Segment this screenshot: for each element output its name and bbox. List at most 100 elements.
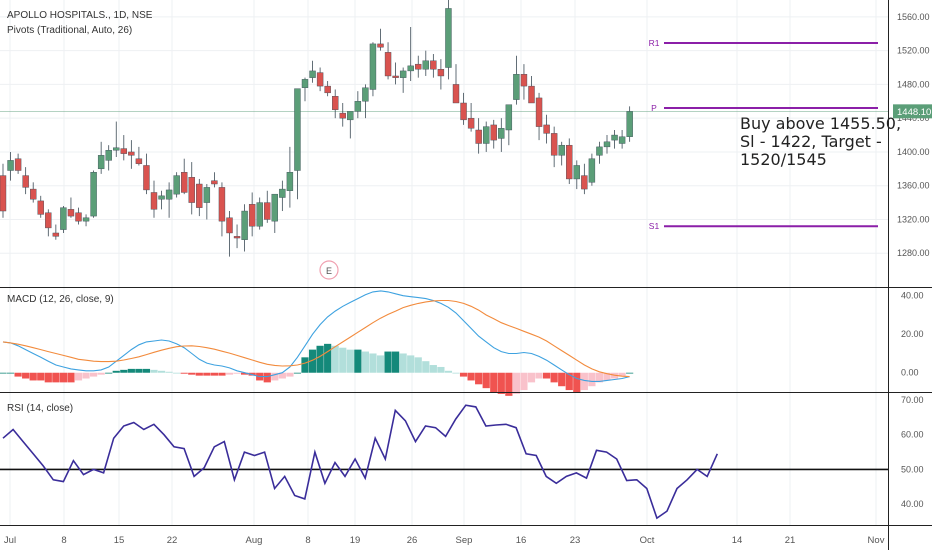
macd-histogram-bar [422,361,430,373]
candle [460,92,467,125]
candle [415,55,422,78]
candle-body [97,155,105,170]
rsi-line [2,404,719,520]
macd-histogram-bar [505,372,513,396]
earnings-marker-label: E [326,266,332,276]
candle-body [415,63,422,70]
candle-body [513,74,520,100]
macd-histogram-bar [459,372,468,377]
annotation-line-1: Buy above 1455.50, [740,114,901,133]
candle [128,140,135,169]
candle [437,59,445,90]
candle [566,138,573,185]
price-axis-tick: 1400.00 [897,147,930,157]
candle-body [180,171,188,193]
macd-histogram-bar [22,372,30,379]
macd-histogram-bar [324,343,332,373]
candle [14,153,22,174]
price-candles[interactable] [0,0,633,257]
candle [520,64,528,100]
candle-body [264,202,271,220]
candle-body [90,171,97,217]
macd-histogram-bar [475,372,483,385]
candle [113,121,120,158]
candle-body [558,144,565,156]
candle-body [475,129,482,144]
candle [452,64,460,104]
candle-body [354,101,362,112]
candle [82,214,90,227]
candle-body [0,175,7,212]
price-axis-tick: 1480.00 [897,79,930,89]
candle [90,170,97,218]
macd-histogram-bar [127,368,135,373]
candle-body [173,175,180,195]
candle-body [128,151,135,156]
candle-body [483,126,490,144]
macd-histogram-bar [535,372,543,379]
candle-body [120,148,128,154]
macd-histogram-bar [142,368,151,373]
candle-body [332,96,339,110]
macd-histogram-bar [97,372,105,375]
macd-histogram-bar [316,345,324,373]
time-axis-tick: 26 [407,535,418,546]
macd-histogram-bar [210,372,218,376]
candle-body [467,117,475,129]
candle-body [67,209,75,217]
macd-histogram-bar [29,372,37,381]
candle-body [301,79,309,88]
macd-histogram-bar [120,369,128,373]
macd-histogram-bar [603,372,611,381]
macd-histogram-bar [278,372,286,379]
time-axis-tick: Jul [4,535,16,546]
candle [52,224,60,240]
candle-body [233,236,241,239]
candle [97,141,105,174]
macd-histogram-bar [271,372,279,381]
macd-histogram-bar [512,372,520,394]
candle-body [626,111,633,137]
macd-histogram-bar [301,357,309,373]
time-axis-tick: 23 [570,535,581,546]
price-axis-tick: 1280.00 [897,248,930,258]
macd-histogram-bar [74,372,83,381]
candle [301,77,309,102]
candle [407,27,414,82]
macd-histogram-bar [150,369,158,373]
candle-body [392,75,399,78]
candle-body [37,200,44,215]
macd-line [2,290,630,382]
candle-body [165,189,173,200]
candle-body [445,8,452,68]
symbol-title: APOLLO HOSPITALS., 1D, NSE [7,10,153,21]
macd-histogram-bar [595,372,604,383]
candle-body [60,207,67,230]
candle [467,102,475,132]
candle [67,197,75,218]
candle [626,106,633,142]
macd-histogram-bar [346,349,354,373]
pivot-lines: R1 P S1 [649,38,878,231]
macd-histogram-bar [263,372,271,383]
candle-body [203,187,211,203]
macd-histogram-bar [339,347,347,373]
rsi-title: RSI (14, close) [7,403,73,414]
candle-body [309,70,316,78]
macd-histogram-bar [165,371,173,373]
earnings-marker[interactable]: E [319,260,339,280]
last-price-tag: 1448.10 [893,104,932,119]
macd-histogram-bar [52,372,60,383]
candle-body [113,147,120,151]
candle-body [369,43,377,90]
macd-histogram-bar [407,355,415,373]
time-axis-tick: 22 [167,535,178,546]
macd-histogram-bar [105,372,113,374]
time-axis-tick: 8 [305,535,310,546]
macd-histogram-bar [203,372,211,376]
candle-body [22,175,29,188]
last-price-label: 1448.10 [897,107,931,118]
rsi-axis-tick: 40.00 [901,499,924,509]
candle [528,75,535,104]
